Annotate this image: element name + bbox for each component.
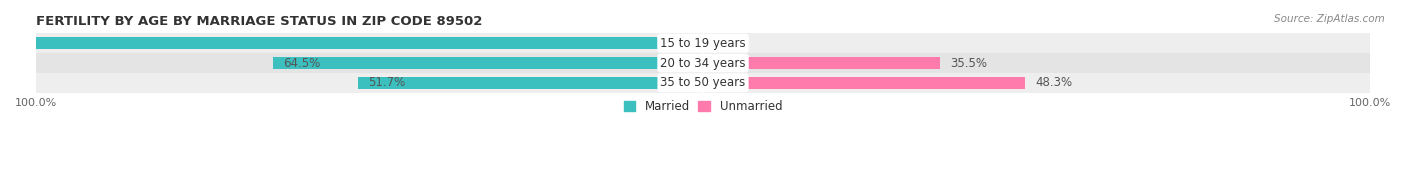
Text: Source: ZipAtlas.com: Source: ZipAtlas.com	[1274, 14, 1385, 24]
Text: 64.5%: 64.5%	[283, 56, 321, 70]
Bar	[703, 57, 939, 69]
Text: 51.7%: 51.7%	[368, 76, 405, 89]
Bar	[37, 37, 703, 49]
Bar	[37, 33, 1369, 53]
Bar	[273, 57, 703, 69]
Bar	[703, 77, 1025, 89]
Text: 35 to 50 years: 35 to 50 years	[661, 76, 745, 89]
Bar	[359, 77, 703, 89]
Text: 20 to 34 years: 20 to 34 years	[661, 56, 745, 70]
Text: 48.3%: 48.3%	[1035, 76, 1073, 89]
Text: 0.0%: 0.0%	[713, 37, 742, 50]
Text: FERTILITY BY AGE BY MARRIAGE STATUS IN ZIP CODE 89502: FERTILITY BY AGE BY MARRIAGE STATUS IN Z…	[37, 15, 482, 28]
Bar	[37, 53, 1369, 73]
Text: 100.0%: 100.0%	[657, 37, 706, 50]
Text: 15 to 19 years: 15 to 19 years	[661, 37, 745, 50]
Legend: Married, Unmarried: Married, Unmarried	[619, 95, 787, 118]
Bar	[37, 73, 1369, 93]
Text: 35.5%: 35.5%	[949, 56, 987, 70]
